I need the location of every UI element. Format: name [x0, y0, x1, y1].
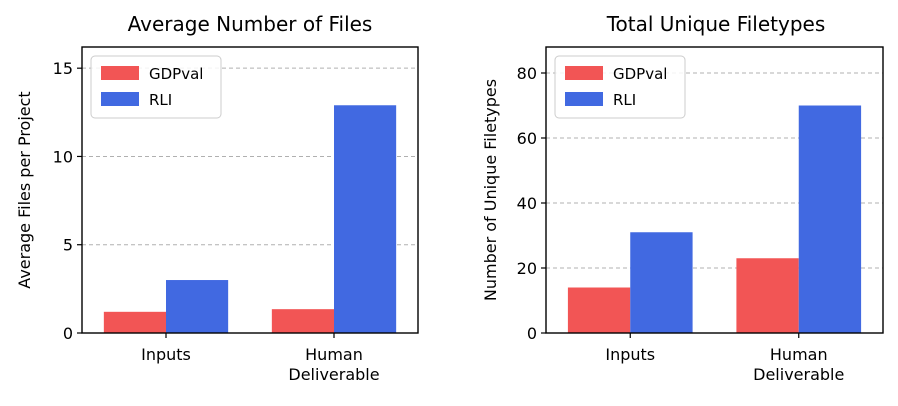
legend: GDPval RLI: [90, 55, 222, 119]
bar-rli-2: [334, 105, 397, 333]
y-axis-label: Number of Unique Filetypes: [481, 79, 500, 301]
y-tick-label: 5: [63, 236, 73, 255]
x-tick-label: Human Deliverable: [288, 345, 379, 384]
chart-1: Average Number of Files 0 5 10 15 Inputs Human…: [15, 12, 419, 384]
x-tick-label-line: Deliverable: [753, 365, 844, 384]
y-tick-label: 60: [517, 129, 537, 148]
y-tick-label: 0: [527, 324, 537, 343]
y-tick-label: 80: [517, 64, 537, 83]
chart-title: Average Number of Files: [128, 12, 373, 36]
bar-rli-1: [630, 232, 693, 333]
legend: GDPval RLI: [554, 55, 686, 119]
x-tick-label: Inputs: [141, 345, 191, 364]
chart-title: Total Unique Filetypes: [606, 12, 826, 36]
bar-gdpval-1: [103, 311, 166, 333]
axes-frame: [81, 46, 419, 334]
legend-swatch-gdpval: [565, 66, 603, 80]
bar-rli-1: [166, 280, 229, 333]
y-tick-label: 15: [53, 59, 73, 78]
x-tick-label-line: Inputs: [141, 345, 191, 364]
axes-frame: [545, 46, 884, 334]
legend-label-rli: RLI: [149, 91, 172, 109]
legend-label-gdpval: GDPval: [149, 65, 203, 83]
y-axis-label: Average Files per Project: [15, 91, 34, 288]
bar-rli-2: [798, 105, 862, 333]
x-tick-label-line: Human: [305, 345, 363, 364]
x-tick-label: Human Deliverable: [753, 345, 844, 384]
y-tick-label: 40: [517, 194, 537, 213]
legend-swatch-rli: [565, 92, 603, 106]
x-tick-label-line: Inputs: [605, 345, 655, 364]
legend-label-gdpval: GDPval: [613, 65, 667, 83]
chart-2: Total Unique Filetypes 0 20 40 60 80 Inputs Hum…: [481, 12, 884, 384]
bar-gdpval-2: [271, 309, 334, 333]
bar-gdpval-2: [736, 258, 799, 333]
x-tick-label-line: Human: [770, 345, 828, 364]
x-tick-label-line: Deliverable: [288, 365, 379, 384]
bar-gdpval-1: [567, 287, 631, 333]
y-tick-label: 10: [53, 147, 73, 166]
y-tick-label: 0: [63, 324, 73, 343]
legend-label-rli: RLI: [613, 91, 636, 109]
x-tick-label: Inputs: [605, 345, 655, 364]
y-tick-label: 20: [517, 259, 537, 278]
legend-swatch-gdpval: [101, 66, 139, 80]
legend-swatch-rli: [101, 92, 139, 106]
